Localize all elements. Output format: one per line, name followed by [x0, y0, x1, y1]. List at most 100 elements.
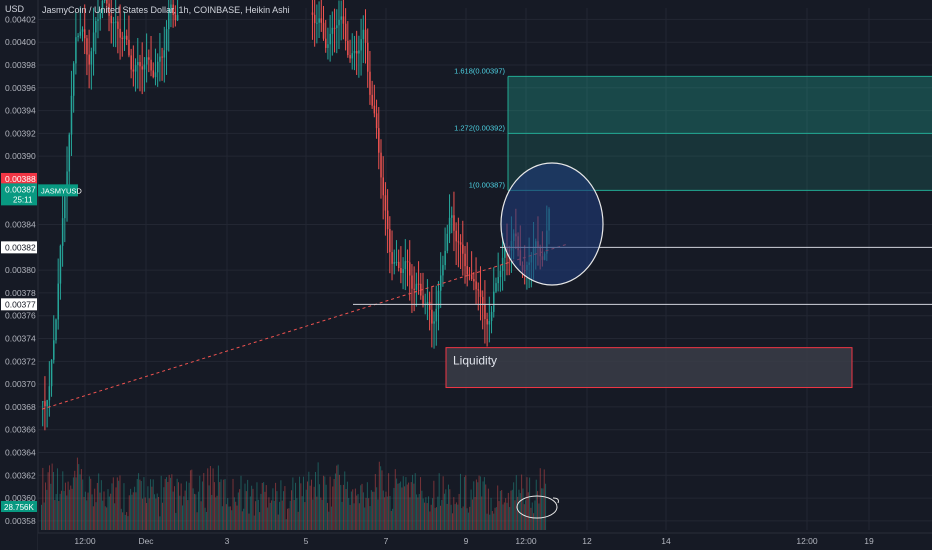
candle	[413, 288, 415, 290]
volume-bar	[316, 496, 318, 530]
volume-bar	[159, 516, 161, 530]
volume-bar	[216, 495, 218, 530]
volume-bar	[541, 488, 543, 530]
candle	[64, 196, 66, 219]
volume-bar	[502, 504, 504, 530]
volume-bar	[386, 496, 388, 530]
volume-bar	[368, 498, 370, 530]
volume-bar	[409, 497, 411, 530]
volume-bar	[71, 488, 73, 530]
volume-bar	[365, 497, 367, 530]
chart-title: JasmyCoin / United States Dollar, 1h, CO…	[42, 5, 290, 15]
candle	[360, 39, 362, 51]
candle	[325, 38, 327, 48]
volume-bar	[477, 482, 479, 530]
price-axis[interactable]: 0.00402 0.00400 0.00398 0.00396 0.00394 0.003…	[0, 0, 82, 550]
volume-bar	[522, 488, 524, 530]
candle	[459, 242, 462, 245]
volume-bar	[453, 497, 455, 530]
volume-bar	[483, 477, 485, 530]
candle	[362, 29, 365, 40]
candle	[57, 283, 59, 320]
volume-bar	[369, 506, 371, 530]
doodle-tail	[552, 497, 559, 504]
volume-bar	[414, 473, 416, 530]
volume-bar	[459, 473, 461, 530]
volume-bar	[260, 493, 262, 530]
volume-bar	[433, 480, 435, 530]
volume-bar	[538, 503, 540, 530]
volume-bar	[100, 480, 102, 530]
volume-bar	[529, 477, 531, 530]
volume-bar	[437, 496, 439, 530]
volume-bar	[114, 503, 116, 530]
candle	[437, 290, 440, 309]
volume-bar	[220, 479, 222, 530]
time-axis[interactable]: 12:00 Dec 3 5 7 9 12:00 12 14 12:00 19	[38, 532, 932, 550]
price-tick-label: 0.00402	[5, 14, 36, 24]
volume-bar	[398, 483, 400, 530]
volume-bar	[388, 473, 390, 530]
volume-bar	[470, 489, 472, 530]
volume-bar	[514, 500, 516, 530]
volume-bar	[164, 478, 166, 530]
volume-bar	[134, 486, 136, 530]
volume-bar	[373, 491, 375, 530]
candle	[358, 50, 360, 54]
candle	[451, 215, 453, 218]
volume-bar	[501, 490, 503, 530]
volume-bar	[517, 496, 519, 530]
volume-bar	[506, 502, 508, 530]
candle	[53, 340, 55, 360]
volume-bar	[384, 497, 386, 530]
volume-bar	[144, 497, 146, 530]
volume-bar	[505, 498, 507, 530]
volume-bar	[139, 479, 141, 530]
volume-bar	[172, 491, 174, 530]
candle	[176, 14, 179, 21]
volume-bar	[300, 483, 302, 530]
volume-bar	[515, 475, 517, 530]
candle	[329, 33, 331, 45]
candle	[479, 290, 482, 297]
candle	[148, 57, 150, 60]
volume-bar	[231, 510, 233, 530]
volume-bar	[191, 469, 193, 530]
volume-bar	[469, 506, 471, 530]
time-tick-label: 12:00	[796, 536, 818, 546]
volume-bar	[442, 476, 444, 530]
candle	[351, 53, 354, 59]
volume-bar	[297, 511, 299, 530]
volume-bar	[138, 473, 140, 530]
volume-bar	[432, 498, 434, 530]
candle	[110, 15, 113, 24]
candle	[121, 37, 124, 40]
liquidity-zone[interactable]	[445, 347, 853, 389]
candle	[331, 27, 334, 34]
fib-zone-upper	[508, 76, 932, 134]
volume-bar	[482, 481, 484, 530]
candle	[455, 230, 457, 242]
volume-bar	[320, 497, 322, 530]
volume-bar	[103, 491, 105, 530]
candle	[486, 318, 488, 325]
candle	[50, 359, 53, 387]
volume-bar	[305, 489, 307, 530]
candle	[484, 304, 486, 319]
symbol-tag: JASMYUSD	[41, 186, 82, 195]
trendline[interactable]	[41, 243, 569, 410]
candle	[389, 229, 391, 253]
highlight-circle[interactable]	[500, 162, 604, 286]
volume-bar	[78, 464, 80, 530]
volume-bar	[461, 508, 463, 530]
drawings[interactable]: 1.618(0.00397) 1.272(0.00392) 1(0.00387) Li…	[41, 66, 932, 519]
volume-bar	[345, 488, 347, 530]
volume-bar	[341, 501, 343, 530]
price-badge-level-upper: 0.00382	[5, 242, 36, 252]
volume-bar	[430, 504, 432, 530]
candle	[143, 64, 146, 70]
volume-bar	[521, 474, 523, 530]
volume-bar	[292, 477, 294, 530]
volume-bar	[168, 474, 170, 530]
